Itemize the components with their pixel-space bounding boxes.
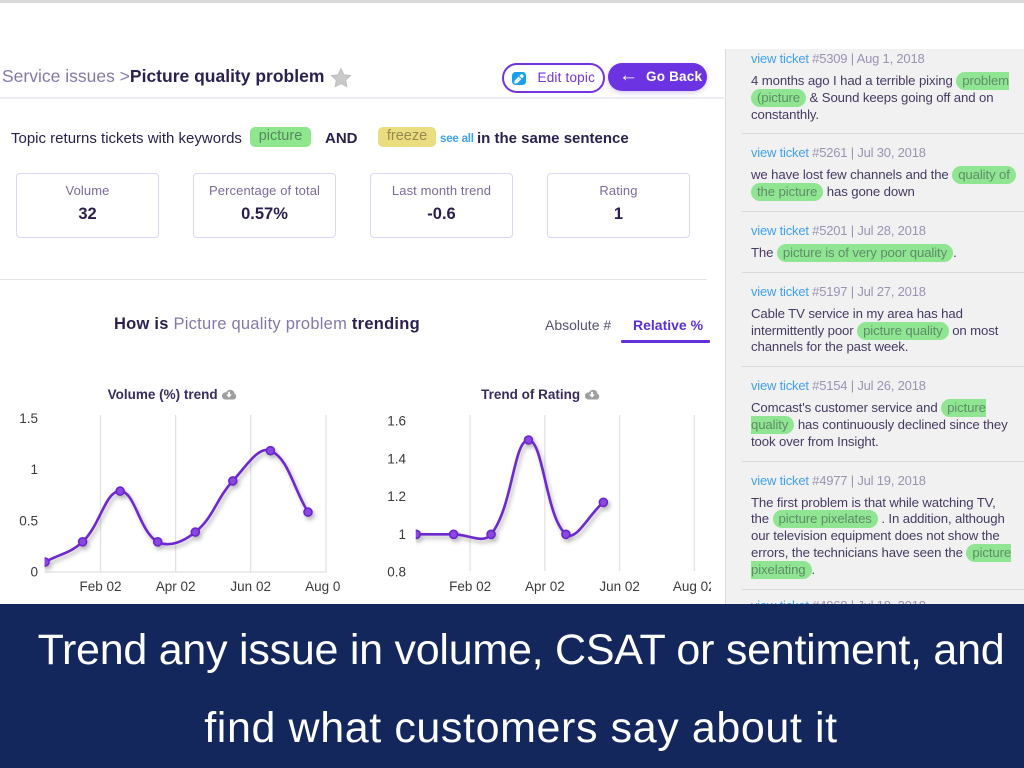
- svg-text:Aug 02: Aug 02: [673, 579, 711, 594]
- svg-text:1: 1: [30, 462, 38, 477]
- svg-text:1: 1: [398, 527, 406, 542]
- svg-text:1.6: 1.6: [387, 414, 406, 429]
- svg-text:Jun 02: Jun 02: [230, 579, 271, 594]
- svg-text:1.2: 1.2: [387, 489, 406, 504]
- svg-text:0.8: 0.8: [387, 565, 406, 580]
- svg-text:0.5: 0.5: [19, 513, 38, 528]
- svg-text:1.5: 1.5: [19, 411, 38, 426]
- svg-text:Aug 02: Aug 02: [305, 579, 341, 594]
- svg-text:1.4: 1.4: [387, 451, 406, 466]
- svg-text:Feb 02: Feb 02: [449, 579, 491, 594]
- svg-text:Feb 02: Feb 02: [79, 579, 121, 594]
- svg-text:Jun 02: Jun 02: [599, 579, 640, 594]
- svg-text:Apr 02: Apr 02: [156, 579, 196, 594]
- svg-text:0: 0: [30, 565, 38, 580]
- svg-text:Apr 02: Apr 02: [525, 579, 565, 594]
